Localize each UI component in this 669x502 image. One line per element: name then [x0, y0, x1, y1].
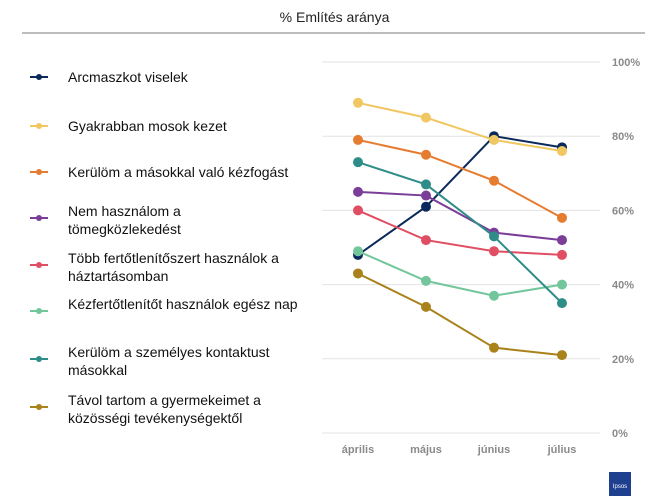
data-point: [489, 246, 499, 257]
legend-swatch: [30, 262, 48, 268]
y-tick-label: 20%: [612, 354, 634, 366]
data-point: [421, 201, 431, 212]
data-point: [421, 275, 431, 286]
data-point: [353, 186, 363, 197]
data-point: [421, 112, 431, 123]
legend-label: Kerülöm a másokkal való kézfogást: [68, 164, 289, 180]
data-point: [557, 212, 567, 223]
legend-label: Kézfertőtlenítőt használok egész nap: [68, 296, 298, 312]
legend-swatch: [30, 123, 48, 129]
x-tick-label: április: [342, 444, 374, 456]
data-point: [353, 246, 363, 257]
data-point: [421, 235, 431, 246]
title-divider: [22, 32, 645, 34]
legend-swatch: [30, 215, 48, 221]
data-point: [489, 231, 499, 242]
legend-swatch: [30, 404, 48, 410]
legend: Arcmaszkot viselek Gyakrabban mosok keze…: [0, 0, 320, 501]
series-line: [357, 272, 563, 357]
data-point: [353, 268, 363, 279]
series-line: [357, 190, 563, 242]
data-point: [353, 97, 363, 108]
y-tick-label: 0%: [612, 428, 628, 440]
legend-swatch: [30, 74, 48, 80]
chart-title: % Említés aránya: [279, 9, 390, 25]
series-line: [357, 101, 563, 153]
y-tick-label: 40%: [612, 280, 634, 292]
data-point: [489, 290, 499, 301]
data-point: [557, 350, 567, 361]
data-point: [421, 190, 431, 201]
legend-label: Nem használom a tömegközlekedést: [68, 203, 181, 237]
logo-text: Ipsos: [612, 484, 628, 490]
legend-label: Távol tartom a gyermekeimet a közösségi …: [68, 392, 261, 426]
legend-label: Kerülöm a személyes kontaktust másokkal: [68, 344, 270, 378]
data-point: [557, 249, 567, 260]
series-line: [357, 138, 563, 219]
data-point: [421, 179, 431, 190]
legend-swatch: [30, 169, 48, 175]
legend-swatch: [30, 308, 48, 314]
data-point: [421, 301, 431, 312]
legend-label: Arcmaszkot viselek: [68, 69, 188, 85]
legend-label: Gyakrabban mosok kezet: [68, 118, 227, 134]
series-line: [357, 250, 563, 297]
x-tick-label: június: [477, 444, 510, 456]
x-tick-label: július: [547, 444, 577, 456]
legend-swatch: [30, 356, 48, 362]
ipsos-logo: Ipsos: [609, 472, 631, 496]
series-line: [357, 135, 563, 256]
series-line: [357, 209, 563, 256]
data-point: [421, 149, 431, 160]
data-point: [557, 279, 567, 290]
legend-label: Több fertőtlenítőszert használok a házta…: [68, 250, 279, 284]
data-point: [353, 134, 363, 145]
data-point: [557, 146, 567, 157]
data-point: [489, 342, 499, 353]
x-tick-label: május: [410, 444, 442, 456]
y-tick-label: 100%: [612, 57, 640, 69]
data-point: [489, 134, 499, 145]
data-point: [353, 205, 363, 216]
y-tick-label: 80%: [612, 131, 634, 143]
data-point: [353, 157, 363, 168]
series-line: [357, 161, 563, 304]
y-tick-label: 60%: [612, 205, 634, 217]
data-point: [557, 235, 567, 246]
data-point: [489, 175, 499, 186]
data-point: [557, 298, 567, 309]
